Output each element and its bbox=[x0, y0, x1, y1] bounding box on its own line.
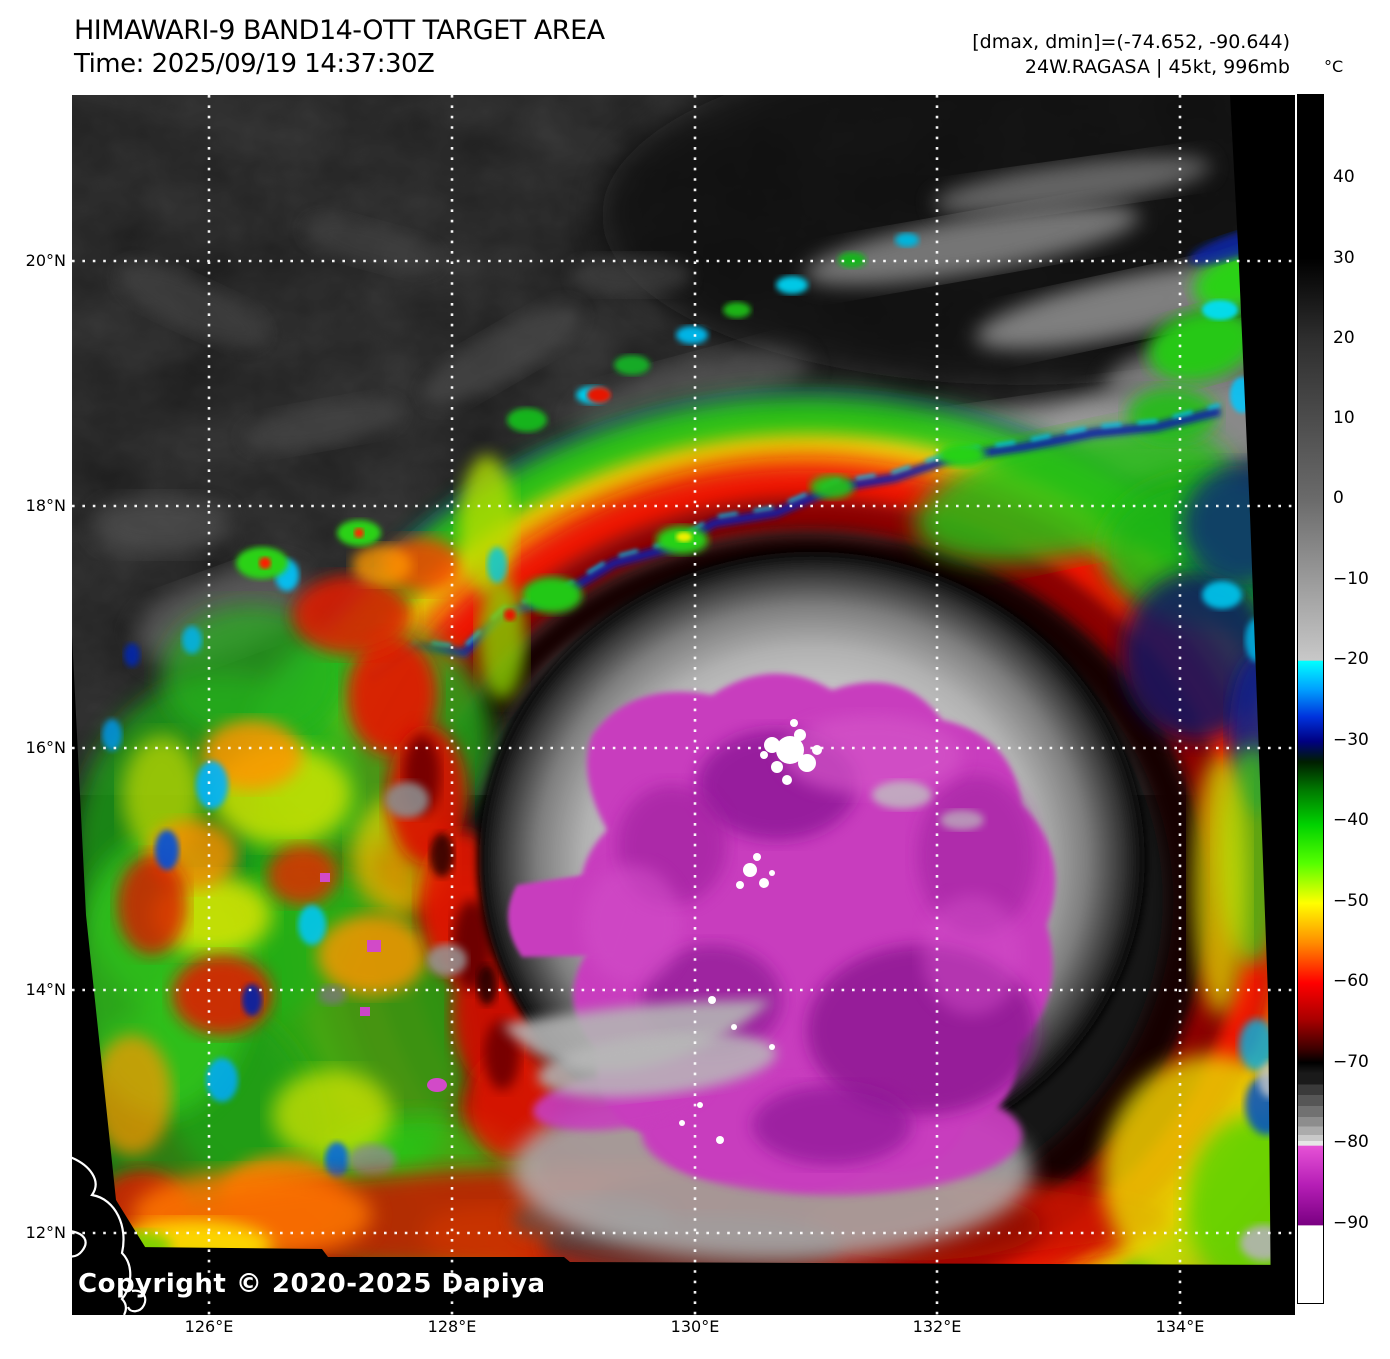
product-title: HIMAWARI-9 BAND14-OTT TARGET AREA bbox=[74, 15, 605, 46]
coastline bbox=[72, 1156, 147, 1315]
colorbar-tick-m40: −40 bbox=[1333, 810, 1369, 830]
overshooting-tops bbox=[679, 719, 822, 1144]
colorbar bbox=[1297, 94, 1324, 1304]
no-data-regions bbox=[72, 95, 1295, 1315]
colorbar-tick-20: 20 bbox=[1333, 328, 1355, 348]
satellite-image bbox=[72, 95, 1295, 1315]
lon-label-126e: 126°E bbox=[184, 1317, 234, 1336]
colorbar-tick-m60: −60 bbox=[1333, 971, 1369, 991]
colorbar-tick-40: 40 bbox=[1333, 167, 1355, 187]
colorbar-tick-m10: −10 bbox=[1333, 569, 1369, 589]
lat-label-14n: 14°N bbox=[25, 980, 66, 999]
dmax-dmin-readout: [dmax, dmin]=(-74.652, -90.644) bbox=[972, 31, 1290, 53]
lat-label-18n: 18°N bbox=[25, 496, 66, 515]
satellite-map: Copyright © 2020-2025 Dapiya bbox=[72, 95, 1295, 1315]
colorbar-tick-10: 10 bbox=[1333, 408, 1355, 428]
copyright-text: Copyright © 2020-2025 Dapiya bbox=[78, 1269, 546, 1299]
lat-label-20n: 20°N bbox=[25, 251, 66, 270]
colorbar-tick-30: 30 bbox=[1333, 248, 1355, 268]
colorbar-tick-m70: −70 bbox=[1333, 1052, 1369, 1072]
product-timestamp: Time: 2025/09/19 14:37:30Z bbox=[74, 49, 435, 79]
upper-convective-chain bbox=[507, 233, 919, 432]
colorbar-tick-m30: −30 bbox=[1333, 730, 1369, 750]
colorbar-unit: °C bbox=[1324, 57, 1344, 76]
lon-label-134e: 134°E bbox=[1155, 1317, 1205, 1336]
lat-label-16n: 16°N bbox=[25, 738, 66, 757]
storm-info: 24W.RAGASA | 45kt, 996mb bbox=[1024, 56, 1290, 78]
lon-label-130e: 130°E bbox=[670, 1317, 720, 1336]
colorbar-tick-m90: −90 bbox=[1333, 1213, 1369, 1233]
colorbar-tick-m80: −80 bbox=[1333, 1132, 1369, 1152]
lat-label-12n: 12°N bbox=[25, 1223, 66, 1242]
colorbar-tick-m20: −20 bbox=[1333, 649, 1369, 669]
header-right: [dmax, dmin]=(-74.652, -90.644) 24W.RAGA… bbox=[972, 30, 1290, 80]
lon-label-128e: 128°E bbox=[427, 1317, 477, 1336]
colorbar-tick-0: 0 bbox=[1333, 488, 1344, 508]
colorbar-tick-m50: −50 bbox=[1333, 891, 1369, 911]
header-left: HIMAWARI-9 BAND14-OTT TARGET AREA Time: … bbox=[74, 14, 605, 81]
lon-label-132e: 132°E bbox=[912, 1317, 962, 1336]
